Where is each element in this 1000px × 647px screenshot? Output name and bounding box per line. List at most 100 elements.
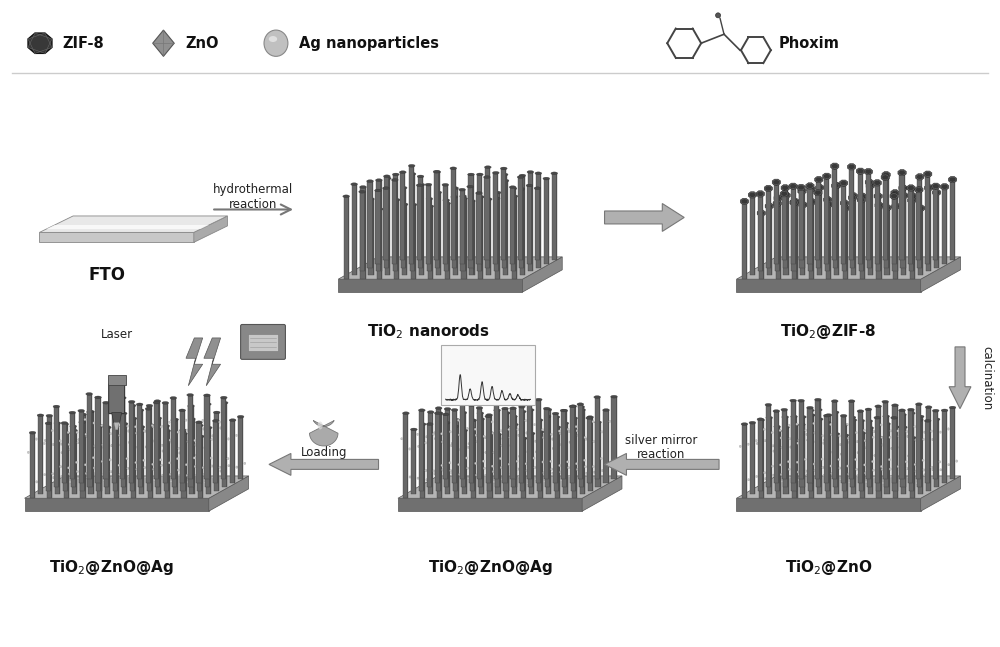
Bar [841,183,846,264]
Bar [850,197,855,268]
Ellipse shape [88,410,94,413]
Polygon shape [582,476,622,511]
Ellipse shape [469,428,476,430]
Ellipse shape [534,187,541,190]
Ellipse shape [441,464,443,466]
Bar [854,197,855,268]
Ellipse shape [367,180,373,182]
Bar [922,417,923,494]
Bar [767,206,772,276]
Ellipse shape [796,461,798,463]
Ellipse shape [575,426,577,428]
Bar [356,184,357,276]
Ellipse shape [130,417,137,420]
Bar [799,400,804,479]
Bar [148,425,153,498]
Polygon shape [881,174,889,181]
Bar [866,410,871,479]
Bar [778,182,779,264]
Ellipse shape [790,185,797,188]
Polygon shape [790,199,798,206]
Bar [367,181,373,268]
Bar [800,204,805,276]
Bar [439,413,440,483]
Ellipse shape [840,182,847,184]
Bar [826,204,831,280]
Bar [497,173,498,264]
Ellipse shape [510,476,512,478]
Polygon shape [916,174,924,180]
Polygon shape [39,232,194,243]
Ellipse shape [765,187,772,190]
Bar [556,173,557,260]
Bar [889,424,890,494]
Ellipse shape [403,411,409,415]
Ellipse shape [882,176,889,179]
Ellipse shape [96,426,102,428]
Bar [96,427,102,490]
Ellipse shape [37,414,44,417]
Ellipse shape [798,439,800,441]
Ellipse shape [577,477,579,479]
Ellipse shape [859,432,866,435]
Bar [942,187,947,264]
Ellipse shape [586,417,593,419]
Ellipse shape [126,425,129,427]
Bar [933,411,938,479]
Ellipse shape [772,444,774,447]
Bar [832,401,837,479]
Ellipse shape [400,186,407,190]
Ellipse shape [147,424,154,426]
Polygon shape [338,280,522,292]
Text: reaction: reaction [229,198,277,211]
Ellipse shape [872,469,875,472]
Bar [465,413,466,487]
Ellipse shape [202,419,204,422]
Ellipse shape [898,468,900,470]
Ellipse shape [458,463,460,466]
Ellipse shape [897,465,899,468]
Bar [899,173,905,260]
Ellipse shape [111,444,114,446]
Bar [503,426,509,490]
Ellipse shape [881,436,883,439]
Ellipse shape [567,461,569,463]
Ellipse shape [849,196,856,199]
Bar [458,420,459,498]
Polygon shape [781,185,789,191]
Bar [528,172,533,272]
Ellipse shape [212,419,219,422]
Bar [892,418,897,483]
Bar [912,410,914,483]
Ellipse shape [916,482,918,485]
Bar [871,421,872,487]
Bar [501,168,506,260]
Ellipse shape [617,457,619,459]
Ellipse shape [237,415,244,418]
Bar [921,420,922,487]
Ellipse shape [119,444,122,446]
Ellipse shape [460,195,466,197]
Ellipse shape [129,404,136,407]
Bar [113,426,118,490]
Bar [838,434,839,494]
Ellipse shape [475,474,478,476]
Ellipse shape [790,446,792,448]
Ellipse shape [145,408,152,410]
Ellipse shape [458,433,460,436]
Bar [929,421,930,483]
Bar [47,416,52,498]
Bar [780,431,781,498]
Bar [196,422,202,483]
Ellipse shape [882,482,884,484]
Ellipse shape [864,472,867,474]
Bar [376,180,382,272]
Polygon shape [398,476,622,498]
Bar [796,203,797,272]
Ellipse shape [351,183,357,186]
Ellipse shape [841,202,848,204]
Ellipse shape [823,474,825,477]
Bar [415,204,416,280]
Ellipse shape [931,466,933,468]
Bar [816,180,821,268]
